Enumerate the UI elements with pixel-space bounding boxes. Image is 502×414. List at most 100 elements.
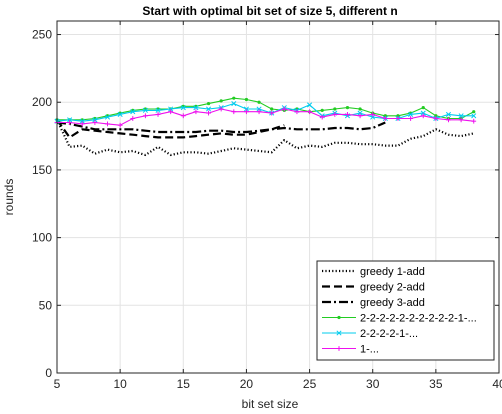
data-point [383, 114, 387, 118]
data-point-stroke [142, 107, 148, 113]
legend-item: greedy 1-add [322, 266, 425, 278]
data-point [458, 117, 464, 123]
data-point [358, 107, 362, 111]
legend-item: 2-2-2-2-1-... [322, 328, 418, 340]
data-point [408, 116, 413, 121]
y-tick-label: 0 [45, 366, 52, 380]
x-tick-label: 30 [366, 377, 380, 391]
data-point [319, 114, 325, 120]
data-point [472, 110, 476, 114]
data-point [396, 114, 400, 118]
data-point [218, 106, 224, 112]
data-point-stroke [471, 113, 477, 119]
data-point [256, 109, 262, 115]
data-point [357, 110, 363, 116]
data-point-stroke [155, 107, 161, 113]
data-point [281, 106, 287, 112]
data-point [307, 102, 313, 108]
data-point [206, 101, 211, 106]
data-point [433, 116, 439, 121]
data-point [244, 97, 249, 102]
data-point [79, 121, 85, 127]
data-point [168, 109, 174, 115]
data-point-stroke [243, 106, 249, 112]
data-point [232, 96, 236, 100]
data-point [270, 107, 274, 111]
data-point [130, 116, 136, 121]
data-point [337, 315, 341, 320]
legend-box [316, 260, 495, 361]
chart-title: Start with optimal bit set of size 5, di… [142, 4, 397, 18]
x-tick-label: 25 [303, 377, 317, 391]
data-point [92, 117, 98, 123]
data-point-stroke [205, 106, 212, 112]
data-point [294, 109, 300, 115]
data-point [67, 120, 73, 125]
data-point-stroke [370, 114, 376, 120]
data-point [193, 109, 199, 115]
data-point [104, 114, 111, 120]
data-point [357, 113, 363, 119]
y-tick-label: 100 [32, 231, 52, 245]
data-point [345, 106, 350, 110]
data-point-stroke [130, 109, 136, 115]
series-line [57, 108, 474, 126]
data-point [117, 122, 123, 128]
data-point-stroke [117, 111, 123, 117]
data-point-stroke [357, 110, 363, 116]
legend-item: 2-2-2-2-2-2-2-2-2-2-1-... [322, 313, 477, 325]
data-point [67, 117, 73, 123]
data-point [320, 108, 324, 112]
legend-label: greedy 3-add [360, 297, 425, 309]
data-point [219, 99, 223, 103]
data-point [142, 107, 148, 113]
data-point-stroke [180, 105, 186, 111]
ticks: 5 10 15 20 25 30 35 40 0 50 100 150 200 250 [32, 21, 502, 391]
series-1 [56, 119, 474, 157]
data-point [193, 105, 199, 111]
data-point [205, 106, 212, 112]
data-point [269, 110, 275, 116]
data-point [206, 110, 211, 116]
data-point [130, 109, 136, 115]
data-point [180, 105, 186, 111]
data-point [332, 112, 338, 117]
data-point-stroke [336, 330, 342, 336]
series-6 [54, 106, 477, 128]
plot-frame [56, 20, 500, 374]
series-line [56, 119, 474, 157]
data-point [333, 107, 337, 111]
legend: greedy 1-add greedy 2-add greedy 3-add 2-2-… [316, 260, 495, 361]
series-line [56, 119, 285, 139]
data-point-stroke [256, 106, 262, 112]
legend-label: 2-2-2-2-1-... [360, 328, 418, 340]
y-axis-label: rounds [2, 179, 16, 216]
data-point [231, 109, 237, 115]
data-point [471, 118, 477, 124]
data-point-stroke [307, 102, 313, 108]
data-point-stroke [92, 117, 98, 123]
data-point [421, 106, 425, 110]
data-point [180, 113, 186, 119]
y-tick-label: 200 [32, 95, 52, 109]
data-point [155, 112, 161, 117]
data-point [434, 114, 438, 118]
data-point-stroke [458, 113, 464, 119]
data-point [257, 100, 261, 104]
data-point-stroke [168, 106, 174, 112]
data-point [345, 112, 350, 117]
data-point-stroke [104, 114, 111, 120]
y-tick-label: 150 [32, 163, 52, 177]
data-point [420, 110, 426, 116]
series-layer [54, 96, 477, 157]
data-point [105, 121, 110, 127]
legend-item: greedy 2-add [322, 282, 425, 294]
data-point-stroke [67, 117, 73, 123]
data-point-stroke [445, 111, 452, 117]
series-3 [56, 121, 386, 134]
data-point [92, 120, 98, 125]
x-tick-label: 15 [177, 377, 191, 391]
legend-label: 2-2-2-2-2-2-2-2-2-2-1-... [360, 313, 477, 325]
data-point [336, 330, 342, 336]
data-point [231, 101, 237, 107]
